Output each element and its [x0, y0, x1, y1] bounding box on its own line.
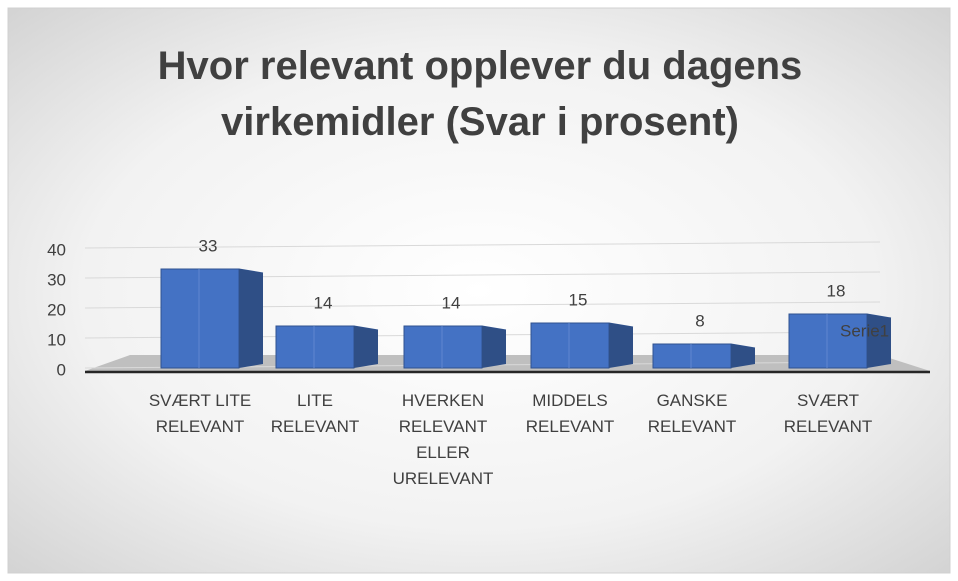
bar-side [482, 326, 506, 368]
bar-side [867, 314, 891, 368]
series-label: Serie1 [840, 321, 889, 340]
x-tick-label: SVÆRT RELEVANT [783, 391, 873, 436]
data-label: 15 [569, 290, 588, 309]
bar [403, 325, 483, 369]
bar-side [239, 269, 263, 368]
y-tick-label: 20 [47, 300, 66, 319]
y-tick-label: 30 [47, 270, 66, 289]
x-tick-label: HVERKEN RELEVANT ELLER URELEVANT [392, 391, 494, 488]
bar [652, 343, 732, 369]
x-tick-label: MIDDELS RELEVANT [525, 391, 615, 436]
data-label: 14 [314, 293, 333, 312]
bar [275, 325, 355, 369]
bar [160, 268, 240, 369]
grid-line [84, 241, 881, 249]
data-label: 18 [827, 281, 846, 300]
x-tick-label: SVÆRT LITE RELEVANT [148, 391, 252, 436]
x-tick-label: GANSKE RELEVANT [647, 391, 737, 436]
bar [788, 313, 868, 369]
data-label: 33 [199, 236, 218, 255]
y-tick-label: 0 [57, 360, 66, 379]
chart-title: Hvor relevant opplever du dagens virkemi… [157, 44, 803, 144]
data-label: 14 [442, 293, 461, 312]
x-tick-label: LITE RELEVANT [270, 391, 360, 436]
bar-side [731, 344, 755, 368]
bar-side [354, 326, 378, 368]
y-tick-label: 10 [47, 330, 66, 349]
bar-side [609, 323, 633, 368]
bar [530, 322, 610, 369]
y-tick-label: 40 [47, 240, 66, 259]
data-label: 8 [695, 311, 704, 330]
